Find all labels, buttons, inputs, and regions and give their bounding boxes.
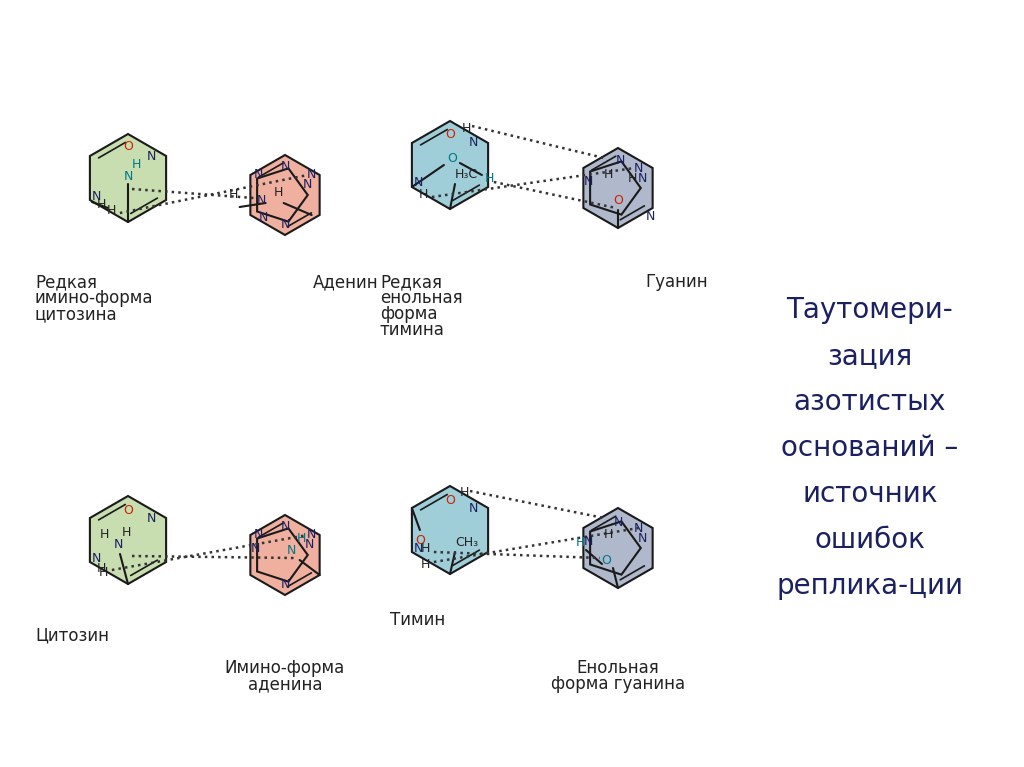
Text: N: N <box>305 538 314 551</box>
Text: ошибок: ошибок <box>814 526 926 554</box>
Text: O: O <box>123 140 133 153</box>
Text: O: O <box>445 129 455 141</box>
Polygon shape <box>412 486 488 574</box>
Text: H: H <box>628 172 637 185</box>
Text: H: H <box>297 532 306 545</box>
Text: N: N <box>307 528 316 542</box>
Polygon shape <box>257 169 308 222</box>
Text: H: H <box>97 561 106 574</box>
Polygon shape <box>584 148 652 228</box>
Text: Тимин: Тимин <box>390 611 445 629</box>
Text: H: H <box>99 565 109 578</box>
Text: N: N <box>281 521 290 534</box>
Text: O: O <box>613 193 623 206</box>
Text: H: H <box>421 558 430 571</box>
Text: тимина: тимина <box>380 321 444 339</box>
Text: N: N <box>114 538 123 551</box>
Text: H: H <box>274 186 284 199</box>
Text: N: N <box>254 528 263 542</box>
Text: N: N <box>646 209 655 222</box>
Text: N: N <box>281 219 290 232</box>
Polygon shape <box>90 134 166 222</box>
Text: O: O <box>446 153 457 166</box>
Text: N: N <box>146 512 156 525</box>
Text: N: N <box>254 169 263 182</box>
Text: H: H <box>485 173 495 186</box>
Text: N: N <box>281 160 290 173</box>
Text: реплика-ции: реплика-ции <box>776 572 964 600</box>
Text: H: H <box>99 528 109 541</box>
Text: оснований –: оснований – <box>781 434 958 462</box>
Text: Аденин: Аденин <box>312 273 379 291</box>
Text: H: H <box>421 542 430 555</box>
Text: N: N <box>92 189 101 202</box>
Text: N: N <box>469 137 478 150</box>
Text: имино-форма: имино-форма <box>35 289 154 307</box>
Text: Цитозин: Цитозин <box>35 626 109 644</box>
Text: N: N <box>469 502 478 515</box>
Text: N: N <box>257 195 266 208</box>
Text: цитозина: цитозина <box>35 305 118 323</box>
Text: H: H <box>131 157 140 170</box>
Text: O: O <box>123 503 133 516</box>
Text: N: N <box>146 150 156 163</box>
Polygon shape <box>250 515 319 595</box>
Text: N: N <box>633 522 643 535</box>
Text: аденина: аденина <box>248 675 323 693</box>
Polygon shape <box>590 522 641 574</box>
Text: H: H <box>460 486 469 499</box>
Text: N: N <box>307 169 316 182</box>
Text: N: N <box>123 170 133 183</box>
Text: азотистых: азотистых <box>794 388 946 416</box>
Text: O: O <box>445 493 455 506</box>
Text: зация: зация <box>827 342 912 370</box>
Polygon shape <box>590 161 641 215</box>
Text: Редкая: Редкая <box>380 273 442 291</box>
Text: Енольная: Енольная <box>577 659 659 677</box>
Text: O: O <box>601 554 611 567</box>
Text: CH₃: CH₃ <box>455 535 478 548</box>
Text: N: N <box>615 153 625 166</box>
Text: N: N <box>258 211 268 224</box>
Text: Редкая: Редкая <box>35 273 97 291</box>
Text: N: N <box>584 175 593 188</box>
Text: форма гуанина: форма гуанина <box>551 675 685 693</box>
Text: H: H <box>575 535 585 548</box>
Text: H: H <box>419 189 429 202</box>
Text: Имино-форма: Имино-форма <box>225 659 345 677</box>
Text: N: N <box>613 515 623 528</box>
Text: H₃C: H₃C <box>455 167 478 180</box>
Text: N: N <box>287 544 296 557</box>
Polygon shape <box>584 508 652 588</box>
Text: N: N <box>414 542 423 555</box>
Text: N: N <box>633 162 643 175</box>
Text: N: N <box>251 542 260 555</box>
Text: N: N <box>638 172 647 185</box>
Text: источник: источник <box>802 480 938 508</box>
Text: Таутомери-: Таутомери- <box>786 296 953 324</box>
Polygon shape <box>90 496 166 584</box>
Text: O: O <box>415 534 425 547</box>
Polygon shape <box>257 528 308 581</box>
Text: H: H <box>603 167 612 180</box>
Text: H: H <box>229 189 239 202</box>
Text: енольная: енольная <box>380 289 463 307</box>
Text: H: H <box>121 525 131 538</box>
Text: N: N <box>303 179 312 192</box>
Text: N: N <box>638 532 647 545</box>
Text: H: H <box>108 205 117 218</box>
Text: N: N <box>92 551 101 565</box>
Text: H: H <box>462 123 471 136</box>
Text: N: N <box>281 578 290 591</box>
Text: Гуанин: Гуанин <box>646 273 709 291</box>
Polygon shape <box>250 155 319 235</box>
Text: форма: форма <box>380 305 437 323</box>
Text: H: H <box>603 528 612 541</box>
Text: N: N <box>584 535 593 548</box>
Text: H: H <box>97 199 106 212</box>
Polygon shape <box>412 121 488 209</box>
Text: N: N <box>414 176 423 189</box>
